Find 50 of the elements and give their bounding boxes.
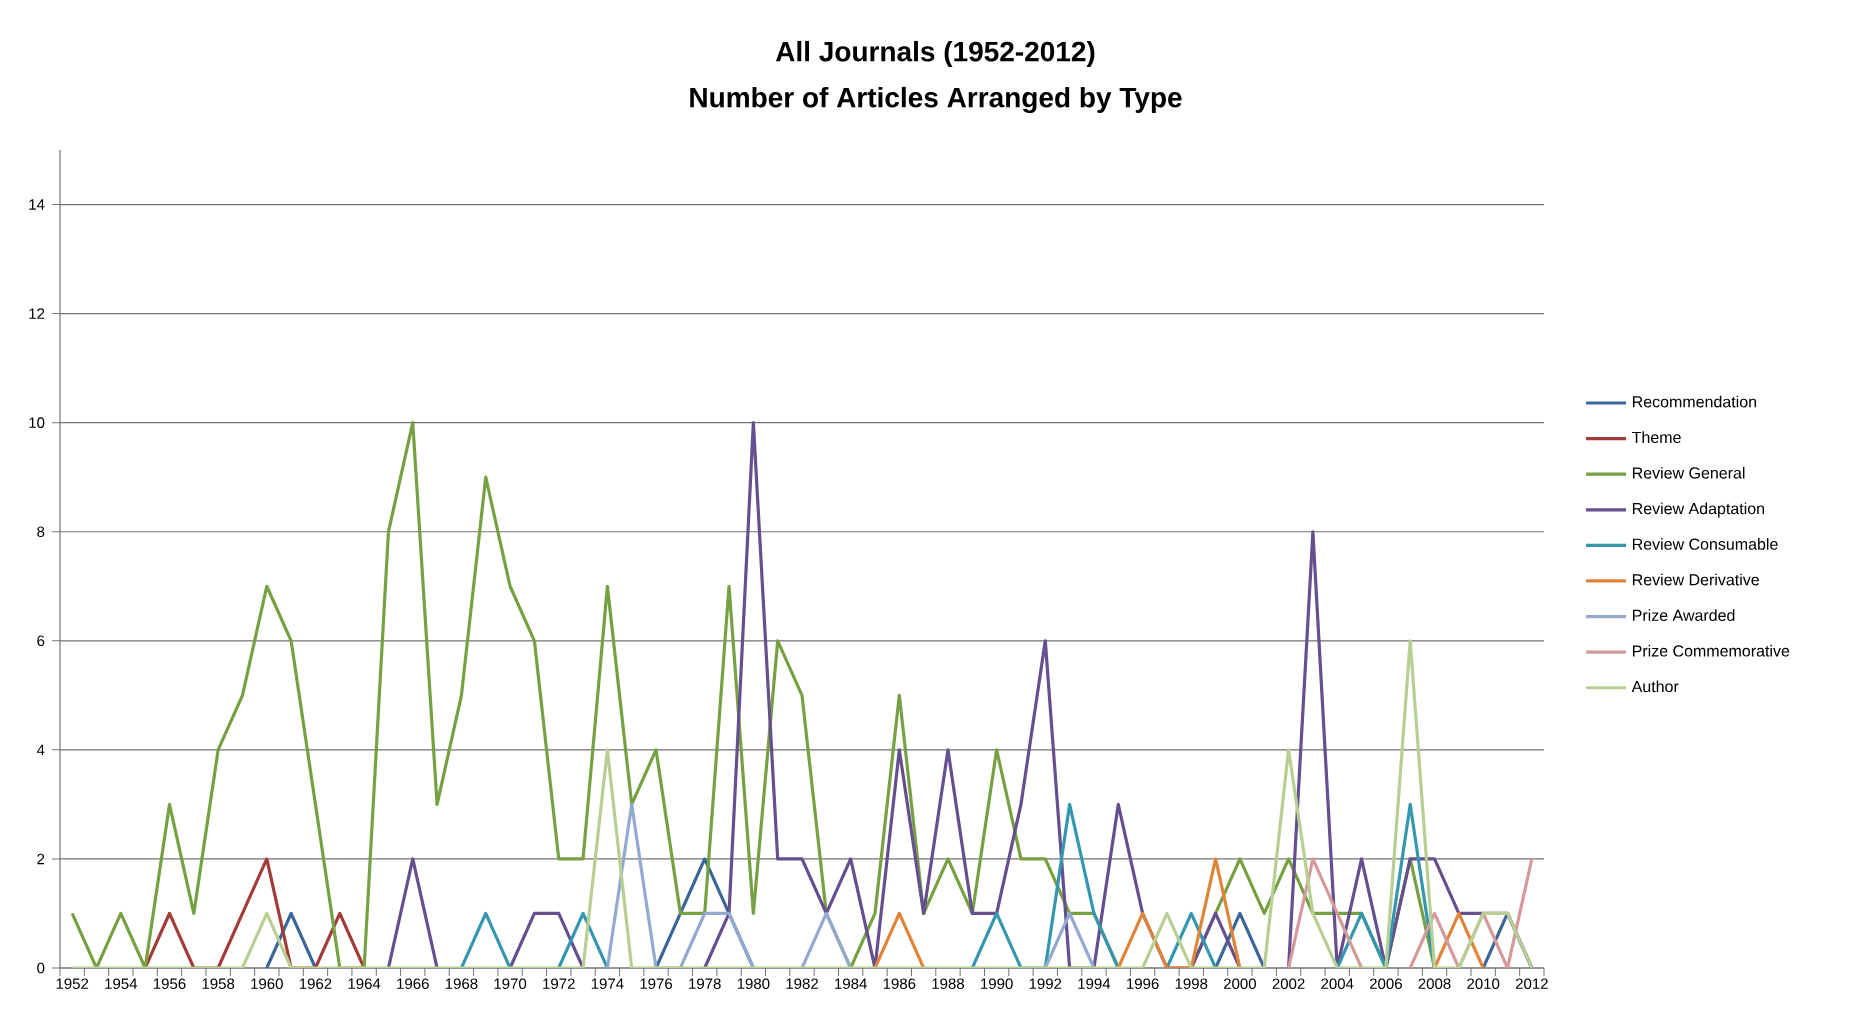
- y-tick-label: 4: [36, 744, 45, 756]
- x-tick-label: 1988: [932, 978, 964, 990]
- x-tick-label: 2008: [1418, 978, 1451, 990]
- y-tick-label: 14: [29, 199, 45, 210]
- x-tick-label: 1978: [689, 978, 721, 990]
- legend-label: Prize Awarded: [1632, 609, 1735, 622]
- y-tick-label: 0: [37, 962, 45, 974]
- legend-label: Review Consumable: [1632, 538, 1778, 550]
- x-tick-label: 2000: [1223, 978, 1256, 990]
- chart-title: All Journals (1952-2012): [775, 40, 1095, 68]
- x-tick-label: 1990: [981, 978, 1013, 990]
- x-tick-label: 1992: [1029, 978, 1062, 990]
- x-tick-label: 1954: [105, 978, 138, 990]
- y-tick-label: 6: [37, 635, 45, 647]
- x-tick-label: 1996: [1127, 978, 1159, 990]
- legend-label: Review General: [1632, 466, 1745, 479]
- y-tick-label: 2: [37, 853, 45, 865]
- x-tick-label: 2010: [1467, 978, 1500, 990]
- legend-label: Author: [1631, 680, 1679, 693]
- legend-label: Review Adaptation: [1632, 502, 1765, 518]
- x-tick-label: 1972: [543, 978, 575, 990]
- y-tick-label: 10: [29, 417, 45, 428]
- x-tick-label: 1974: [591, 978, 624, 990]
- chart-subtitle: Number of Articles Arranged by Type: [690, 86, 1182, 114]
- legend-label: Review Derivative: [1632, 573, 1759, 586]
- x-tick-label: 1970: [494, 978, 527, 990]
- x-tick-label: 1958: [202, 978, 235, 990]
- y-tick-label: 12: [29, 308, 45, 319]
- legend-label: Recommendation: [1632, 395, 1757, 408]
- x-tick-label: 1994: [1078, 978, 1111, 990]
- legend-label: Theme: [1632, 431, 1681, 444]
- x-tick-label: 2006: [1369, 978, 1402, 990]
- x-tick-label: 1980: [737, 978, 770, 990]
- y-tick-label: 8: [37, 526, 45, 538]
- x-tick-label: 1998: [1175, 978, 1208, 990]
- x-tick-label: 1976: [640, 978, 673, 990]
- legend-label: Prize Commemorative: [1632, 644, 1790, 657]
- x-tick-label: 1964: [348, 978, 381, 990]
- x-tick-label: 1960: [251, 978, 283, 990]
- x-tick-label: 1982: [786, 978, 818, 990]
- x-tick-label: 1968: [445, 978, 478, 990]
- x-tick-label: 1962: [299, 978, 332, 990]
- x-tick-label: 2004: [1321, 978, 1354, 990]
- x-tick-label: 1956: [153, 978, 186, 990]
- x-tick-label: 1986: [883, 978, 916, 990]
- x-tick-label: 2002: [1272, 978, 1305, 990]
- x-tick-label: 1952: [56, 978, 89, 990]
- x-tick-label: 1984: [835, 978, 867, 990]
- x-tick-label: 1966: [397, 978, 429, 990]
- x-tick-label: 2012: [1515, 978, 1548, 990]
